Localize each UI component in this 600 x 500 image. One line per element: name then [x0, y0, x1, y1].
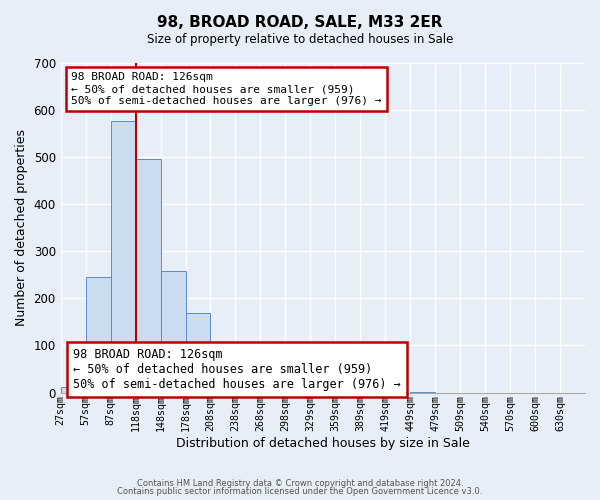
Bar — [110, 122, 136, 392]
Bar — [211, 350, 235, 393]
Bar — [235, 370, 260, 392]
Text: Contains HM Land Registry data © Crown copyright and database right 2024.: Contains HM Land Registry data © Crown c… — [137, 478, 463, 488]
Bar — [161, 271, 185, 392]
Text: 98, BROAD ROAD, SALE, M33 2ER: 98, BROAD ROAD, SALE, M33 2ER — [157, 15, 443, 30]
Bar — [86, 277, 110, 392]
X-axis label: Distribution of detached houses by size in Sale: Distribution of detached houses by size … — [176, 437, 470, 450]
Text: 98 BROAD ROAD: 126sqm
← 50% of detached houses are smaller (959)
50% of semi-det: 98 BROAD ROAD: 126sqm ← 50% of detached … — [71, 72, 382, 106]
Bar — [260, 380, 286, 392]
Text: Size of property relative to detached houses in Sale: Size of property relative to detached ho… — [147, 32, 453, 46]
Bar — [136, 159, 161, 392]
Text: Contains public sector information licensed under the Open Government Licence v3: Contains public sector information licen… — [118, 487, 482, 496]
Bar — [286, 386, 310, 392]
Y-axis label: Number of detached properties: Number of detached properties — [15, 129, 28, 326]
Bar — [185, 314, 211, 392]
Bar — [310, 389, 335, 392]
Bar — [61, 387, 86, 392]
Text: 98 BROAD ROAD: 126sqm
← 50% of detached houses are smaller (959)
50% of semi-det: 98 BROAD ROAD: 126sqm ← 50% of detached … — [73, 348, 401, 392]
